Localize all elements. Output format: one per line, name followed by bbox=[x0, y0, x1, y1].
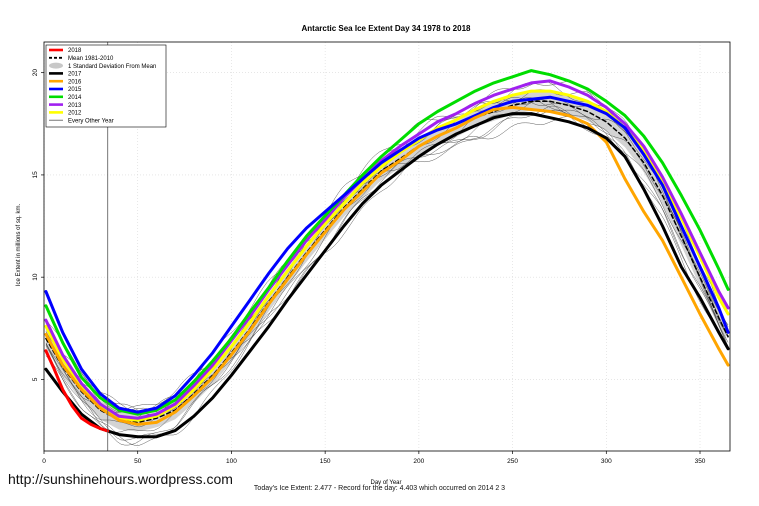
chart-title: Antarctic Sea Ice Extent Day 34 1978 to … bbox=[302, 24, 472, 33]
series-line-2014 bbox=[44, 69, 730, 416]
legend-label: 2013 bbox=[68, 103, 82, 109]
std-dev-band-layer bbox=[45, 92, 727, 432]
x-tick-label: 150 bbox=[320, 458, 331, 465]
x-tick-label: 350 bbox=[695, 458, 706, 465]
watermark-url: http://sunshinehours.wordpress.com bbox=[8, 471, 233, 487]
legend-label: 2018 bbox=[68, 48, 82, 54]
x-tick-label: 100 bbox=[226, 458, 237, 465]
std-dev-band bbox=[45, 92, 727, 432]
legend-label: 2017 bbox=[68, 72, 82, 78]
x-axis-label: Day of Year bbox=[370, 480, 401, 486]
legend: 2018 Mean 1981-2010 1 Standard Deviation F… bbox=[45, 44, 167, 128]
every-other-year-line bbox=[45, 105, 729, 441]
footnote-text: Today's Ice Extent: 2.477 - Record for t… bbox=[253, 485, 506, 492]
y-tick-label: 5 bbox=[32, 377, 39, 381]
x-tick-label: 300 bbox=[601, 458, 612, 465]
legend-label: 2016 bbox=[68, 79, 82, 85]
every-other-year-line bbox=[45, 99, 729, 433]
y-axis-label: Ice Extent in millions of sq. km. bbox=[16, 203, 22, 286]
legend-label: 2012 bbox=[68, 111, 82, 117]
x-tick-label: 50 bbox=[134, 458, 142, 465]
every-other-year-line bbox=[45, 80, 729, 415]
series-line-2018 bbox=[44, 349, 110, 433]
x-tick-label: 250 bbox=[507, 458, 518, 465]
series-line-2016 bbox=[44, 105, 730, 426]
legend-label: 2015 bbox=[68, 87, 82, 93]
series-line-mean-1981-2010 bbox=[45, 100, 729, 424]
legend-label: Every Other Year bbox=[68, 118, 114, 124]
x-tick-label: 200 bbox=[413, 458, 424, 465]
series-line-2015 bbox=[44, 95, 730, 414]
legend-label: 2014 bbox=[68, 95, 82, 101]
series-layer bbox=[44, 69, 730, 439]
series-line-2013 bbox=[44, 79, 730, 420]
x-tick-label: 0 bbox=[42, 458, 46, 465]
y-tick-label: 20 bbox=[32, 69, 39, 77]
legend-box bbox=[45, 44, 167, 128]
y-tick-label: 15 bbox=[32, 171, 39, 179]
axis-layer: 0 50 100 150 200 250 300 350 5 10 15 20 bbox=[32, 69, 706, 465]
y-tick-label: 10 bbox=[32, 273, 39, 281]
legend-label: Mean 1981-2010 bbox=[68, 56, 114, 62]
legend-swatch bbox=[49, 62, 63, 69]
series-line-2017 bbox=[44, 112, 730, 439]
plot-frame bbox=[43, 41, 731, 452]
legend-label: 1 Standard Deviation From Mean bbox=[68, 64, 156, 70]
